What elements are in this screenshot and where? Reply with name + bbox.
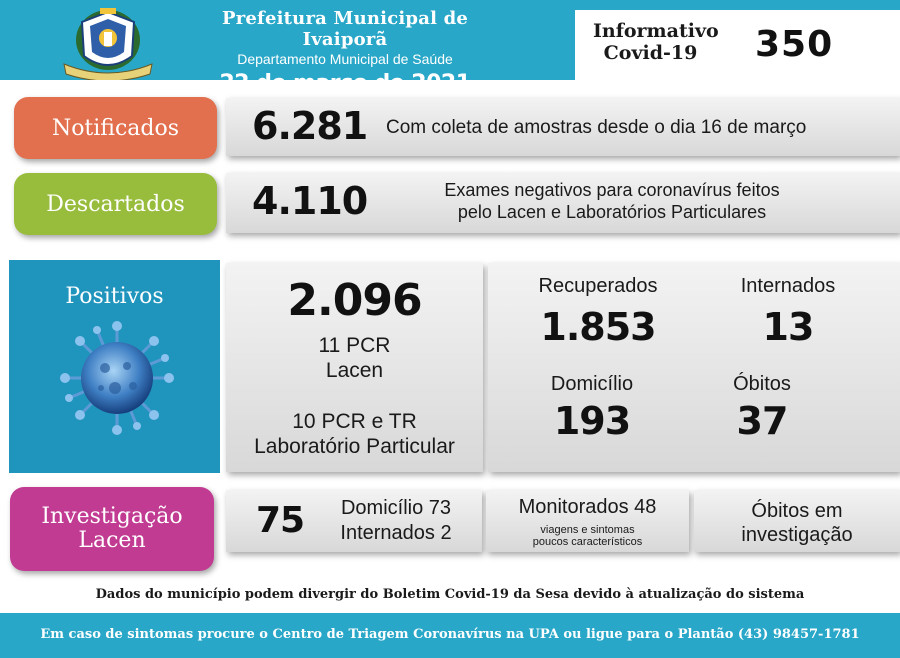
- positivos-lacen-line1: 11 PCR: [318, 334, 391, 357]
- notificados-value: 6.281: [252, 104, 368, 148]
- edition-box: Informativo Covid-19 350: [575, 10, 900, 80]
- descartados-badge: Descartados: [14, 173, 217, 235]
- positivos-laboratorio-line2: Laboratório Particular: [254, 435, 455, 458]
- positivos-badge: Positivos: [9, 260, 220, 473]
- positivos-breakdown-panel: Recuperados 1.853 Internados 13 Domicíli…: [488, 263, 900, 472]
- positivos-laboratorio: 10 PCR e TR Laboratório Particular: [226, 409, 483, 459]
- notificados-note: Com coleta de amostras desde o dia 16 de…: [386, 117, 807, 138]
- disclaimer-text: Dados do município podem divergir do Bol…: [95, 587, 805, 602]
- edition-number: 350: [755, 24, 834, 65]
- descartados-note: Exames negativos para coronavírus feitos…: [412, 179, 812, 223]
- obitos-label: Óbitos: [733, 373, 791, 395]
- investigacao-value: 75: [256, 500, 305, 541]
- coat-of-arms-icon: [63, 8, 153, 80]
- descartados-value: 4.110: [252, 179, 368, 223]
- obitos-value: 37: [736, 399, 789, 443]
- positivos-laboratorio-line1: 10 PCR e TR: [292, 410, 417, 433]
- investigacao-label-line2: Lacen: [78, 528, 146, 553]
- coronavirus-icon: [60, 321, 174, 435]
- header-bar: Prefeitura Municipal de Ivaiporã Departa…: [0, 0, 900, 96]
- header-titles: Prefeitura Municipal de Ivaiporã Departa…: [180, 8, 510, 96]
- positivos-lacen-line2: Lacen: [325, 359, 384, 382]
- notificados-panel: 6.281 Com coleta de amostras desde o dia…: [226, 98, 900, 156]
- investigacao-internados: Internados 2: [340, 522, 452, 544]
- monitorados-note-line1: viagens e sintomas: [540, 524, 635, 536]
- domicilio-value: 193: [553, 399, 631, 443]
- investigacao-breakdown: Domicílio 73 Internados 2: [326, 496, 466, 546]
- page-title: Prefeitura Municipal de Ivaiporã: [221, 8, 469, 50]
- domicilio-label: Domicílio: [550, 373, 634, 395]
- recuperados-label: Recuperados: [538, 275, 658, 297]
- positivos-lacen: 11 PCR Lacen: [226, 333, 483, 383]
- edition-label: Informativo Covid-19: [593, 20, 719, 64]
- notificados-badge: Notificados: [14, 97, 217, 159]
- internados-label: Internados: [740, 275, 836, 297]
- edition-label-line2: Covid-19: [603, 42, 698, 64]
- monitorados-panel: Monitorados 48 viagens e sintomas poucos…: [486, 490, 689, 552]
- positivos-label: Positivos: [65, 284, 164, 309]
- descartados-note-line1: Exames negativos para coronavírus feitos: [444, 180, 780, 200]
- descartados-panel: 4.110 Exames negativos para coronavírus …: [226, 173, 900, 233]
- monitorados-note: viagens e sintomas poucos característico…: [486, 524, 689, 548]
- bulletin-date: 22 de março de 2021: [219, 71, 471, 96]
- descartados-note-line2: pelo Lacen e Laboratórios Particulares: [457, 202, 767, 222]
- investigacao-label-line1: Investigação: [41, 504, 183, 529]
- edition-label-line1: Informativo: [593, 20, 719, 42]
- investigacao-domicilio: Domicílio 73: [340, 497, 452, 519]
- monitorados-note-line2: poucos característicos: [532, 536, 643, 548]
- obitos-investigacao-line2: investigação: [741, 524, 853, 546]
- internados-value: 13: [762, 305, 815, 349]
- monitorados-label: Monitorados 48: [518, 496, 657, 518]
- obitos-investigacao-label: Óbitos em investigação: [694, 499, 900, 547]
- positivos-total-panel: 2.096 11 PCR Lacen 10 PCR e TR Laboratór…: [226, 263, 483, 472]
- positivos-value: 2.096: [287, 275, 422, 326]
- department-subtitle: Departamento Municipal de Saúde: [237, 51, 453, 67]
- footer-bar: Em caso de sintomas procure o Centro de …: [0, 613, 900, 658]
- footer-contact-text: Em caso de sintomas procure o Centro de …: [40, 627, 860, 642]
- investigacao-total-panel: 75 Domicílio 73 Internados 2: [226, 490, 482, 552]
- investigacao-badge: Investigação Lacen: [10, 487, 214, 571]
- obitos-investigacao-line1: Óbitos em: [751, 500, 843, 522]
- recuperados-value: 1.853: [540, 305, 656, 349]
- obitos-investigacao-panel: Óbitos em investigação: [694, 490, 900, 552]
